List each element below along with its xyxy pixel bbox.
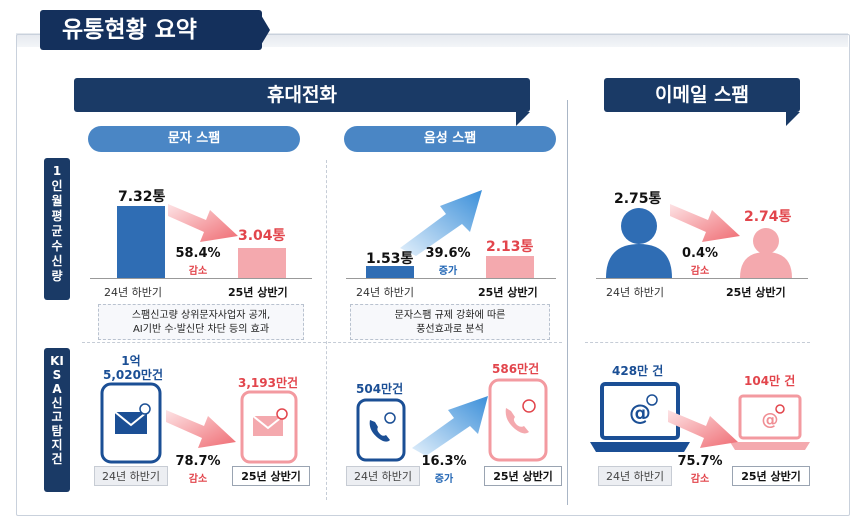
note-line: 풍선효과로 분석 [416,324,484,335]
email-kisa-prev-value: 428만 건 [612,364,664,378]
voice-kisa-pct: 16.3% [421,454,467,469]
email-avg-pct: 0.4% [681,246,719,261]
phone-envelope-icon [100,382,162,464]
person-icon [740,228,792,278]
email-avg-curr-value: 2.74통 [744,209,792,225]
sms-kisa-prev-line2: 5,020만건 [102,368,164,382]
period-prev: 24년 하반기 [598,466,672,486]
sms-kisa-change: 감소 [188,474,208,485]
decrease-arrow-icon [166,410,236,448]
banner-tail [786,112,800,126]
svg-text:@: @ [762,410,779,430]
phone-envelope-icon [240,390,298,464]
mobile-section-title: 휴대전화 [74,78,530,112]
banner-tail [516,112,530,126]
period-curr: 25년 상반기 [484,466,562,486]
person-icon [606,208,672,278]
sms-kisa-pct: 78.7% [175,454,221,469]
period-prev: 24년 하반기 [606,286,664,299]
email-avg-prev-value: 2.75통 [614,191,662,207]
sms-avg-curr-bar [238,248,286,278]
phone-call-icon [356,398,406,462]
period-curr: 25년 상반기 [228,286,288,299]
increase-arrow-icon [400,190,482,256]
sms-kisa-curr-value: 3,193만건 [238,376,299,390]
voice-spam-pill: 음성 스팸 [344,126,556,152]
voice-avg-prev-bar [366,266,414,278]
baseline [596,278,808,279]
baseline [90,278,312,279]
decrease-arrow-icon [670,204,740,242]
sms-avg-prev-bar [117,206,165,278]
page-title: 유통현황 요약 [40,10,262,50]
voice-avg-change: 증가 [438,266,458,277]
voice-kisa-curr-value: 586만건 [492,362,540,376]
voice-kisa-change: 증가 [434,474,454,485]
sms-avg-prev-value: 7.32통 [118,189,166,205]
email-avg-change: 감소 [690,266,710,277]
period-curr: 25년 상반기 [726,286,786,299]
sms-spam-pill: 문자 스팸 [88,126,300,152]
laptop-at-icon: @ [590,382,690,452]
decrease-arrow-icon [668,410,738,448]
voice-avg-prev-value: 1.53통 [366,251,414,267]
sms-avg-curr-value: 3.04통 [238,228,286,244]
email-kisa-change: 감소 [690,474,710,485]
voice-note: 문자스팸 규제 강화에 따른 풍선효과로 분석 [350,304,550,340]
laptop-at-icon: @ [730,394,810,450]
row-label-per-person: 1인 월평균 수신량 [44,158,70,300]
period-prev: 24년 하반기 [104,286,162,299]
email-kisa-pct: 75.7% [677,454,723,469]
voice-avg-curr-bar [486,256,534,278]
note-line: 문자스팸 규제 강화에 따른 [394,310,506,321]
period-prev: 24년 하반기 [346,466,420,486]
sms-avg-change: 감소 [188,266,208,277]
row-label-text: 1인 월평균 수신량 [51,164,63,283]
row-divider [82,342,562,343]
period-curr: 25년 상반기 [732,466,810,486]
column-divider [326,160,327,500]
note-line: AI기반 수·발신단 차단 등의 효과 [132,324,270,335]
decrease-arrow-icon [168,204,238,242]
note-line: 스팸신고량 상위문자사업자 공개, [131,310,271,321]
voice-avg-pct: 39.6% [425,246,471,261]
voice-kisa-prev-value: 504만건 [356,382,404,396]
sms-avg-pct: 58.4% [175,246,221,261]
phone-call-icon [488,378,548,462]
section-divider [567,100,568,505]
svg-text:@: @ [629,401,651,426]
row-divider [585,342,810,343]
period-curr: 25년 상반기 [232,466,310,486]
row-label-text: KISA 신고탐지건 [50,354,64,466]
baseline [346,278,556,279]
email-section-title: 이메일 스팸 [604,78,800,112]
sms-kisa-prev-line1: 1억 [121,354,141,368]
row-label-kisa: KISA 신고탐지건 [44,348,70,492]
period-prev: 24년 하반기 [356,286,414,299]
period-curr: 25년 상반기 [478,286,538,299]
increase-arrow-icon [412,396,488,456]
email-kisa-curr-value: 104만 건 [744,374,796,388]
sms-note: 스팸신고량 상위문자사업자 공개, AI기반 수·발신단 차단 등의 효과 [98,304,304,340]
title-fold [258,10,270,50]
voice-avg-curr-value: 2.13통 [486,239,534,255]
period-prev: 24년 하반기 [94,466,168,486]
